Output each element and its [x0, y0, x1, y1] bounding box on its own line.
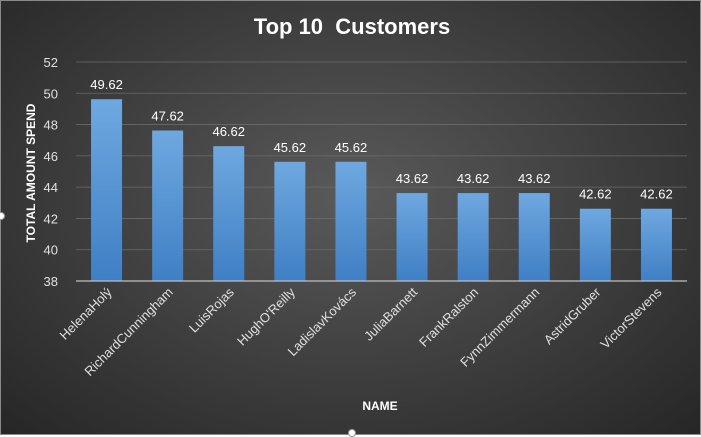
y-tick-label: 46: [44, 149, 58, 164]
bar: [640, 208, 672, 281]
y-tick-label: 44: [44, 180, 58, 195]
bar: [152, 130, 184, 281]
bar: [335, 161, 367, 281]
x-tick-label: JuliaBarnett: [361, 284, 420, 343]
resize-handle-left[interactable]: [0, 212, 5, 220]
bar: [213, 146, 245, 281]
data-label: 43.62: [518, 171, 551, 186]
x-tick-label: HelenaHolý: [57, 284, 115, 342]
data-label: 45.62: [335, 140, 368, 155]
y-axis-title: TOTAL AMOUNT SPEND: [24, 103, 38, 242]
data-label: 43.62: [396, 171, 429, 186]
data-label: 42.62: [579, 187, 612, 202]
resize-handle-bottom[interactable]: [348, 429, 356, 437]
x-tick-label: LuisRojas: [186, 284, 237, 335]
y-tick-label: 40: [44, 243, 58, 258]
bars: [91, 99, 672, 281]
y-tick-label: 42: [44, 211, 58, 226]
data-label: 47.62: [151, 109, 184, 124]
y-tick-label: 50: [44, 86, 58, 101]
data-label: 46.62: [212, 124, 245, 139]
bar: [396, 193, 428, 281]
bar: [518, 193, 550, 281]
data-label: 43.62: [457, 171, 490, 186]
bar: [274, 161, 306, 281]
x-axis-title: NAME: [362, 399, 397, 413]
x-tick-label: AstridGruber: [541, 284, 604, 347]
y-tick-label: 38: [44, 274, 58, 289]
data-label: 42.62: [640, 187, 673, 202]
data-label: 45.62: [274, 140, 307, 155]
data-labels: 49.62 47.62 46.62 45.62 45.62 43.62 43.62 43.62…: [90, 77, 672, 201]
x-tick-label: VictorStevens: [597, 284, 665, 352]
bar: [91, 99, 123, 281]
y-tick-label: 48: [44, 118, 58, 133]
x-tick-label: FrankRalston: [416, 285, 481, 350]
y-tick-label: 52: [44, 55, 58, 70]
y-axis-ticks: 38 40 42 44 46 48 50 52: [44, 55, 58, 289]
bar: [457, 193, 489, 281]
data-label: 49.62: [90, 77, 123, 92]
x-tick-label: HughO'Reilly: [234, 284, 298, 348]
chart-title: Top 10 Customers: [254, 14, 450, 39]
bar: [579, 208, 611, 281]
